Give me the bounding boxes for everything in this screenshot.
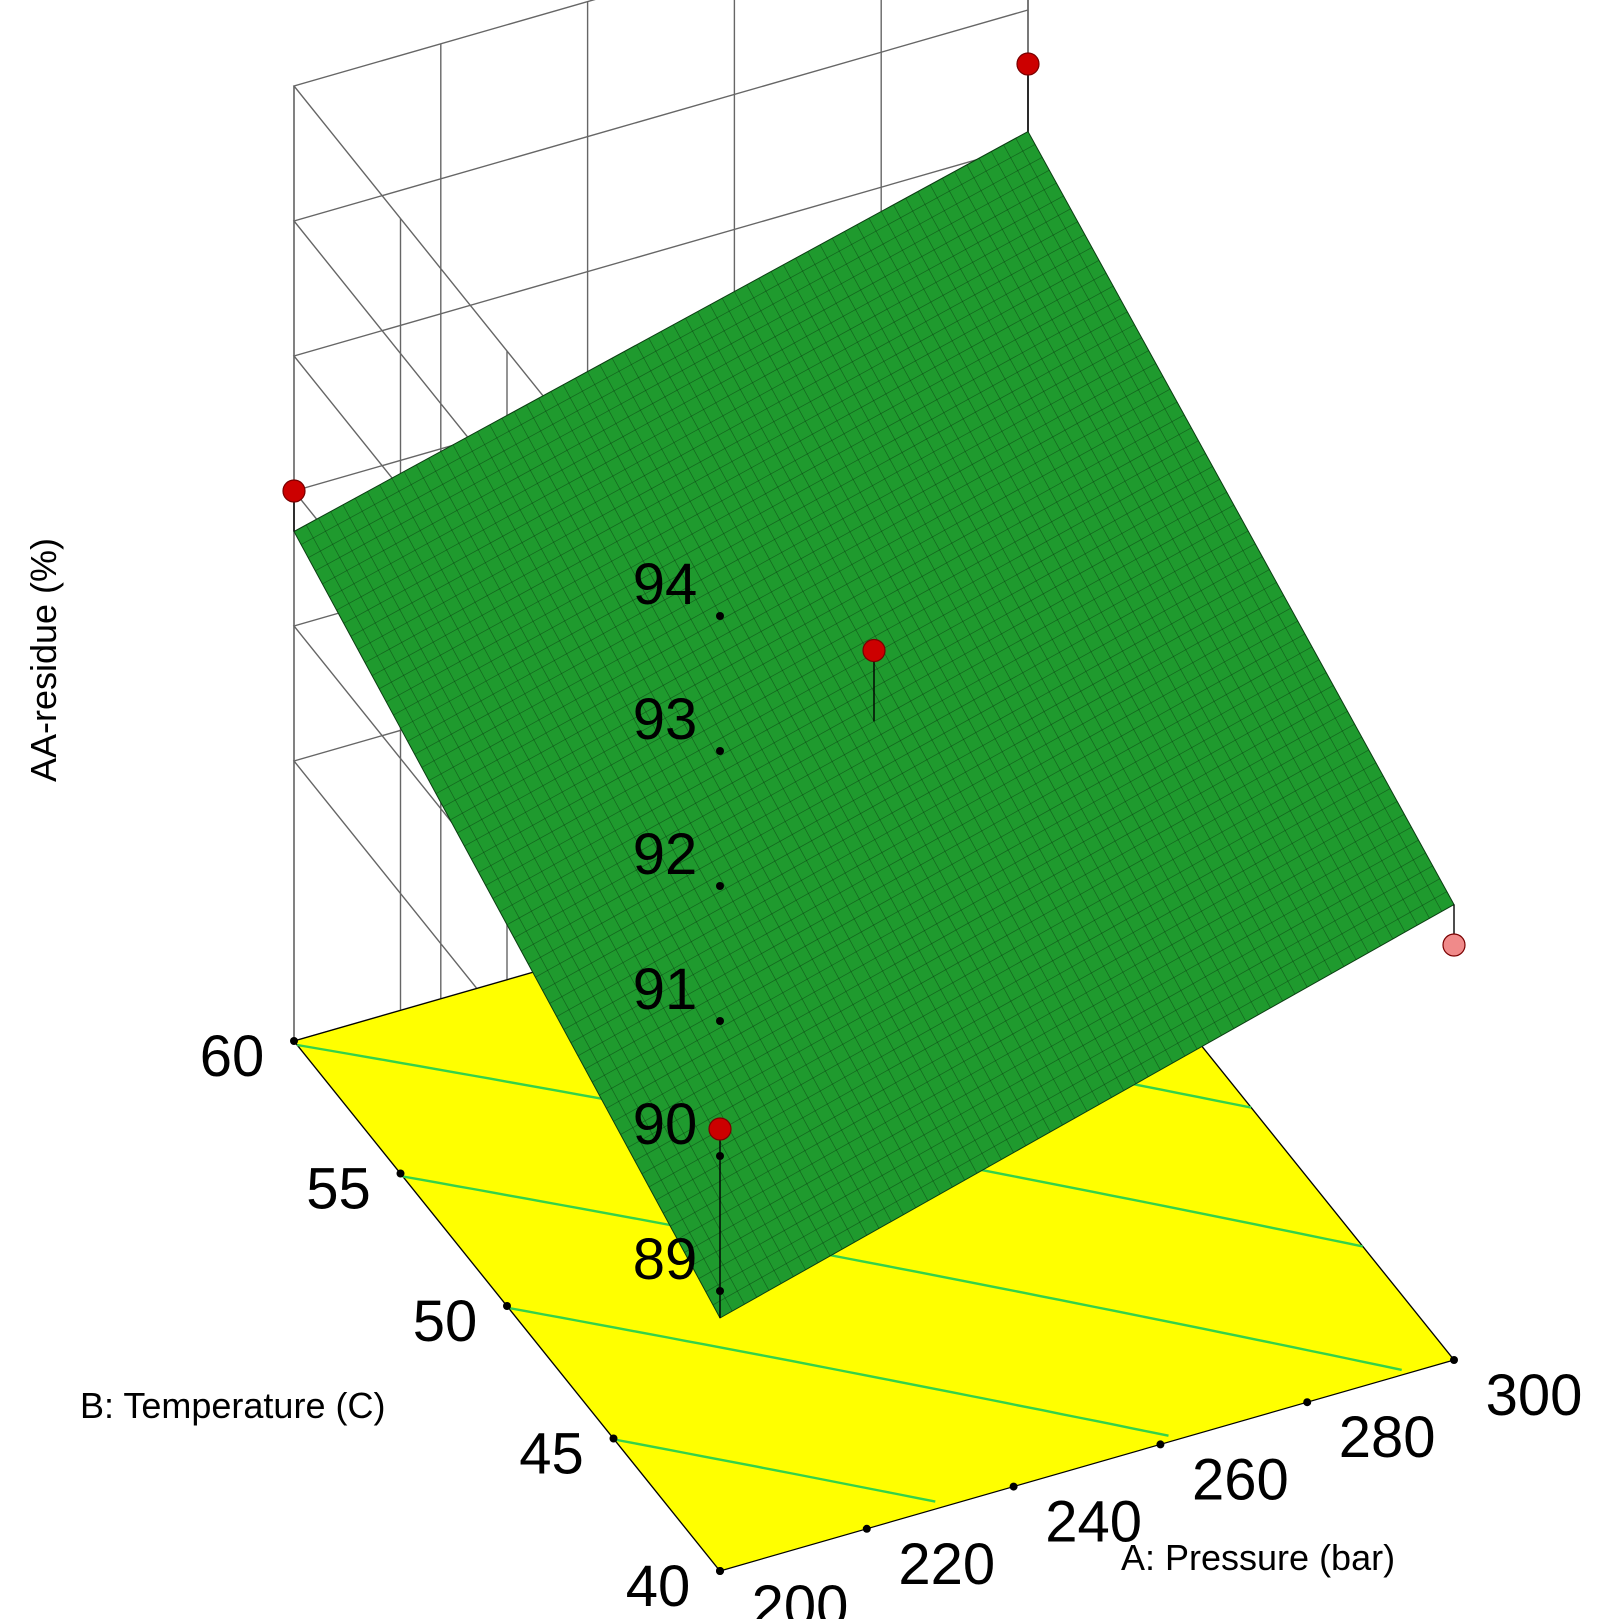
z-tick-mark [716, 882, 724, 890]
y-tick-label: 55 [306, 1157, 371, 1222]
z-tick-label: 93 [633, 687, 698, 752]
x-tick-mark [1156, 1440, 1165, 1449]
mesh-line [1015, 137, 1443, 912]
z-tick-mark [716, 1287, 724, 1295]
contour-line [508, 1306, 1169, 1437]
mesh-line [315, 169, 1050, 572]
mesh-line [343, 221, 1078, 624]
contour-line [614, 1438, 936, 1503]
x-tick-label: 260 [1192, 1447, 1289, 1512]
z-axis-title: AA-residue (%) [23, 538, 64, 782]
x-tick-mark [1009, 1482, 1018, 1491]
design-point [1016, 52, 1040, 76]
y-tick-mark [609, 1434, 618, 1443]
y-tick-mark [503, 1302, 511, 1310]
y-tick-label: 40 [626, 1554, 691, 1619]
mesh-line [990, 151, 1418, 926]
mesh-line [329, 195, 1064, 598]
design-points [282, 52, 1466, 1318]
x-tick-mark [862, 1524, 871, 1533]
contour-line [402, 1175, 1402, 1372]
x-tick-label: 300 [1486, 1363, 1583, 1428]
mesh-line [350, 234, 1085, 637]
response-surface [293, 130, 1455, 1319]
mesh-line [929, 184, 1357, 960]
y-axis-title: B: Temperature (C) [80, 1385, 385, 1426]
z-tick-label: 90 [633, 1092, 698, 1157]
z-tick-label: 91 [633, 957, 698, 1022]
z-tick-label: 89 [633, 1227, 698, 1292]
mesh-line [357, 247, 1093, 650]
mesh-line [308, 156, 1043, 559]
axis-ticks: 200 220 240 260 280 300 40 45 50 55 60 89 90 91 92 93 94 [200, 552, 1583, 1619]
mesh-line [336, 208, 1071, 611]
x-axis-title: A: Pressure (bar) [1121, 1537, 1395, 1578]
design-point [282, 479, 306, 503]
design-point [1442, 933, 1466, 957]
y-tick-label: 60 [200, 1024, 265, 1089]
x-tick-mark [1303, 1398, 1312, 1407]
mesh-line [954, 171, 1381, 947]
mesh-line [942, 177, 1369, 953]
mesh-line [364, 260, 1100, 663]
y-tick-mark [716, 1567, 724, 1575]
mesh-line [978, 157, 1406, 933]
mesh-line [966, 164, 1394, 940]
x-tick-label: 280 [1339, 1405, 1436, 1470]
x-tick-label: 200 [752, 1574, 849, 1619]
mesh-line [322, 182, 1057, 585]
mesh-line [917, 191, 1345, 967]
z-tick-mark [716, 1152, 724, 1160]
design-point [708, 1117, 732, 1141]
mesh-line [300, 144, 1036, 545]
y-tick-label: 45 [519, 1422, 584, 1487]
y-tick-mark [396, 1169, 405, 1178]
design-point [862, 638, 886, 663]
z-tick-mark [716, 747, 724, 755]
z-tick-mark [716, 1017, 724, 1025]
z-tick-label: 94 [633, 552, 698, 617]
z-tick-label: 92 [633, 822, 698, 887]
y-tick-label: 50 [413, 1289, 478, 1354]
mesh-line [1003, 144, 1430, 919]
x-tick-mark [1450, 1356, 1458, 1364]
x-tick-label: 240 [1045, 1490, 1142, 1555]
z-tick-mark [716, 612, 724, 620]
y-tick-mark [290, 1037, 298, 1045]
x-tick-label: 220 [898, 1532, 995, 1597]
